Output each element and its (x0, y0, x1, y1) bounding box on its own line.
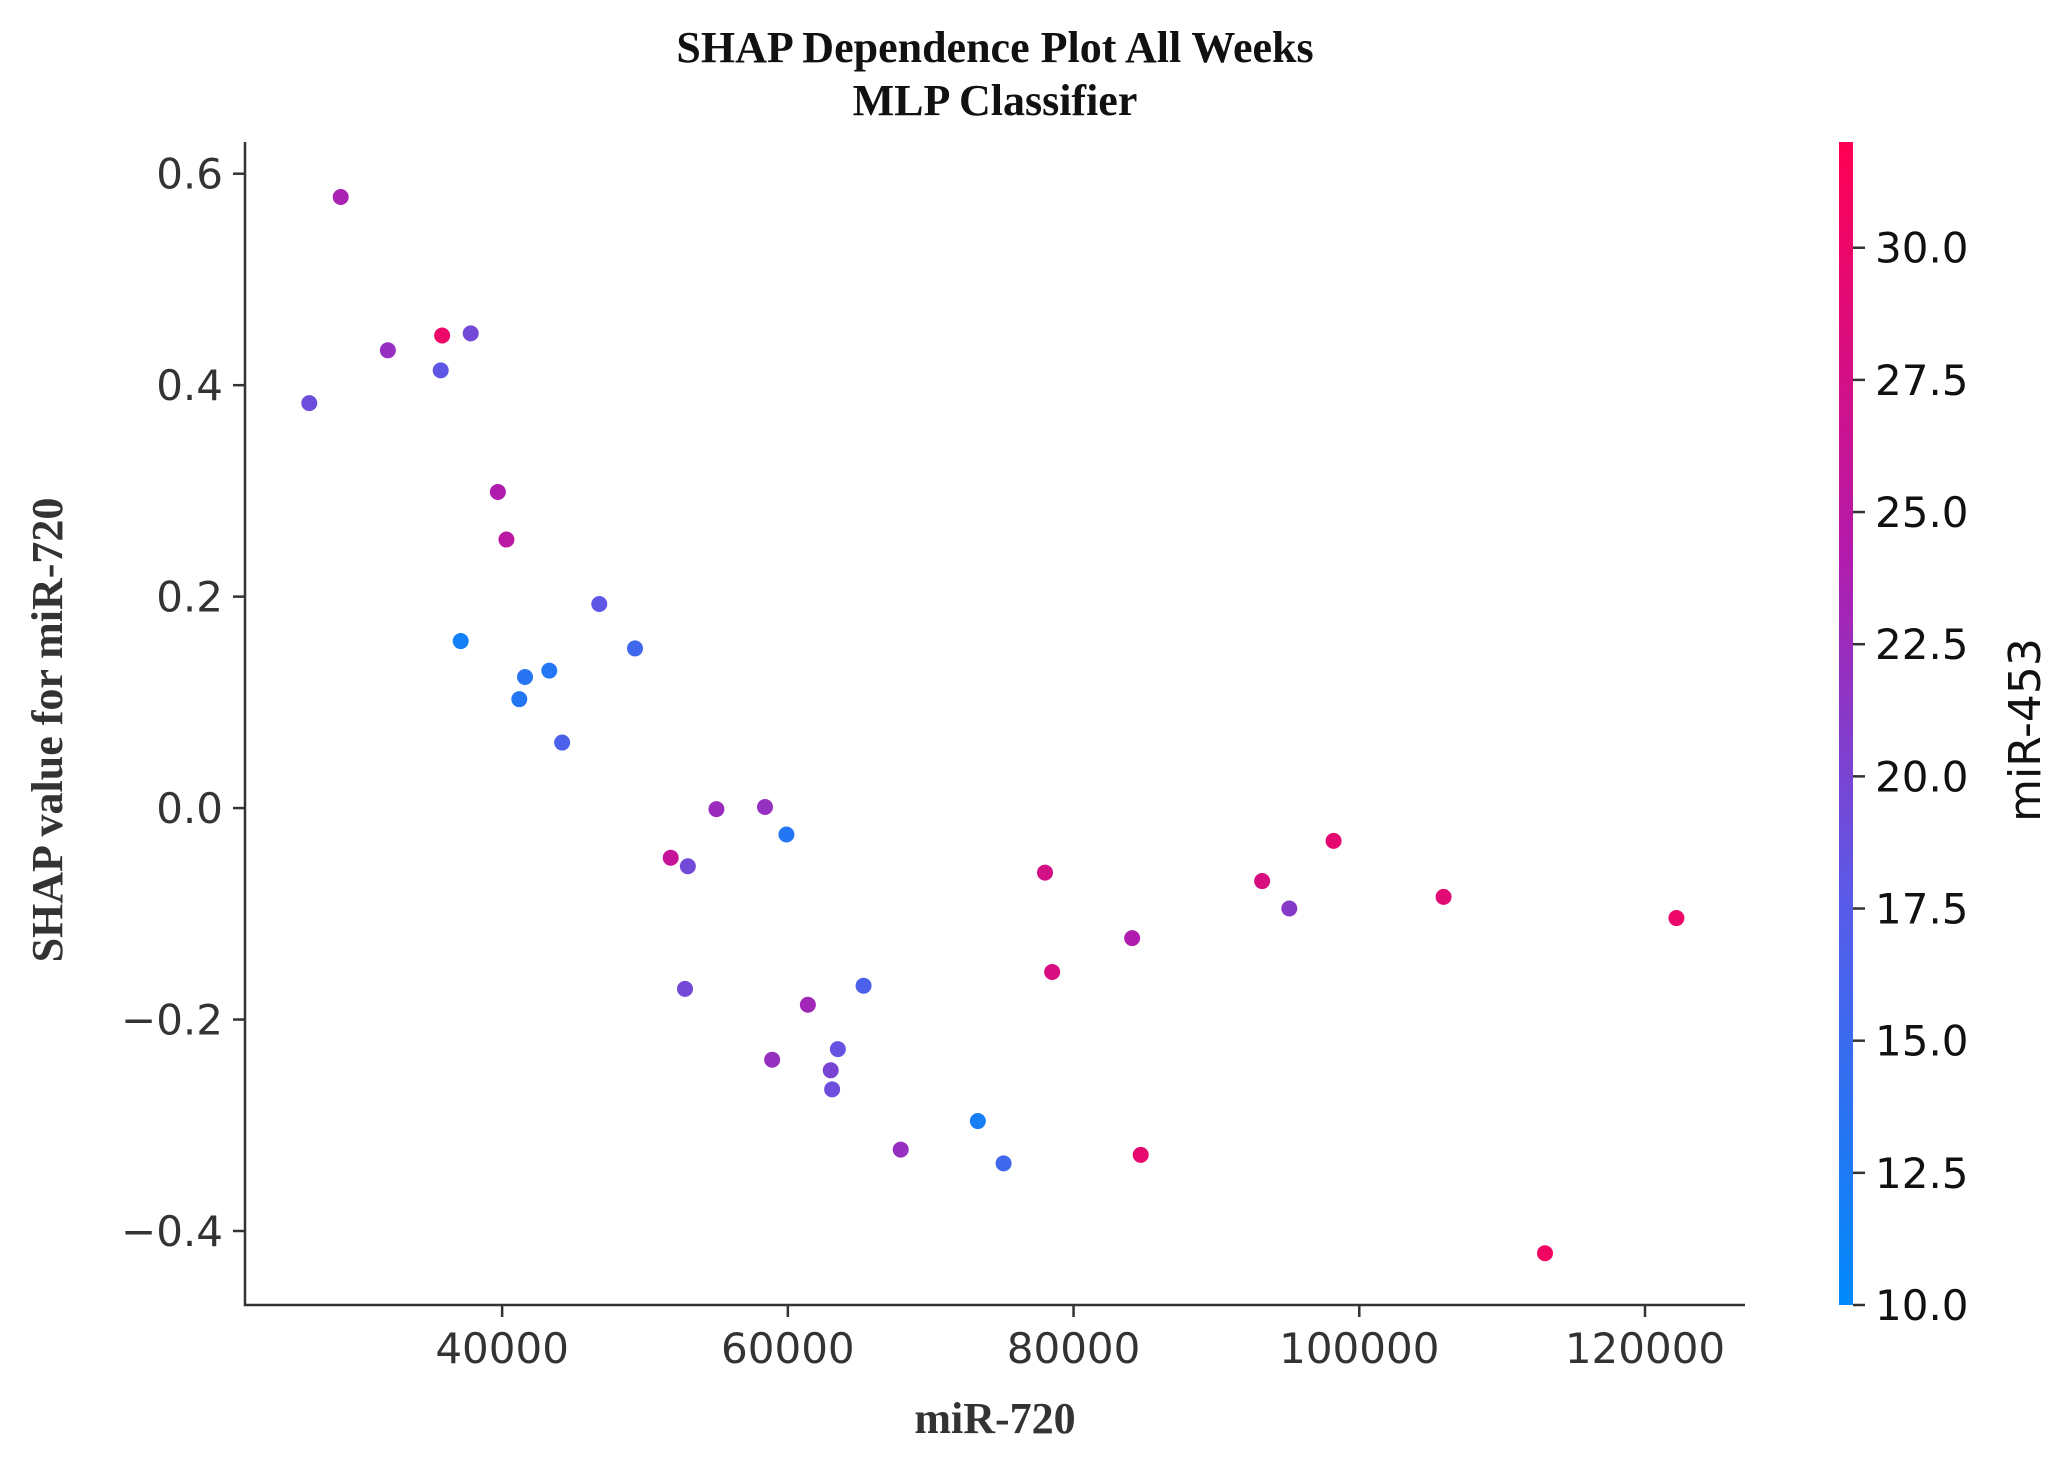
scatter-point (892, 1141, 909, 1158)
scatter-point (708, 801, 725, 818)
y-tick-label: 0.4 (156, 361, 223, 410)
scatter-point (1435, 888, 1452, 905)
scatter-point (591, 596, 608, 613)
scatter-point (799, 996, 816, 1013)
y-tick-label: 0.6 (156, 150, 223, 199)
scatter-point (332, 188, 349, 205)
scatter-point (432, 362, 449, 379)
scatter-point (677, 980, 693, 997)
colorbar-gradient (1839, 142, 1853, 1305)
scatter-point (855, 977, 872, 994)
scatter-point (969, 1113, 986, 1130)
colorbar-tick-label: 15.0 (1875, 1017, 1969, 1066)
colorbar-ticks: 10.0 12.5 15.0 17.5 20.0 22.5 25.0 27.5 30.0 (1853, 224, 1969, 1330)
scatter-point (1044, 963, 1061, 980)
colorbar-tick-label: 27.5 (1875, 356, 1969, 405)
scatter-point (1037, 864, 1053, 881)
plot-area: 0.6 0.4 0.2 0.0 −0.2 −0.4 40000 60000 80000 1000… (121, 142, 1745, 1373)
scatter-point (778, 826, 795, 843)
scatter-point (1325, 832, 1342, 849)
colorbar: 10.0 12.5 15.0 17.5 20.0 22.5 25.0 27.5 30.0 miR… (1839, 142, 2051, 1330)
scatter-point (662, 849, 679, 866)
scatter-point (379, 342, 396, 359)
scatter-point (757, 799, 773, 816)
scatter-point (824, 1081, 841, 1098)
scatter-point (764, 1051, 781, 1068)
colorbar-tick-label: 12.5 (1875, 1149, 1969, 1198)
x-tick-label: 120000 (1565, 1324, 1725, 1373)
x-tick-label: 60000 (721, 1324, 855, 1373)
y-tick-label: 0.0 (156, 784, 223, 833)
scatter-point (554, 734, 571, 751)
scatter-point (1132, 1146, 1149, 1163)
scatter-point (1281, 900, 1298, 917)
chart-title: SHAP Dependence Plot All Weeks (676, 23, 1313, 72)
x-axis-ticks: 40000 60000 80000 100000 120000 (435, 1305, 1725, 1373)
scatter-point (1254, 873, 1271, 890)
colorbar-tick-label: 10.0 (1875, 1281, 1969, 1330)
x-tick-label: 100000 (1279, 1324, 1439, 1373)
colorbar-tick-label: 20.0 (1875, 752, 1969, 801)
scatter-point (462, 325, 479, 342)
scatter-point (627, 640, 643, 657)
scatter-point (679, 858, 696, 875)
x-tick-label: 40000 (435, 1324, 569, 1373)
scatter-point (541, 662, 558, 679)
scatter-point (511, 691, 528, 708)
y-axis-title: SHAP value for miR-720 (23, 498, 72, 963)
scatter-point (1124, 930, 1141, 947)
y-tick-label: −0.4 (121, 1207, 223, 1256)
axis-spines (243, 142, 1745, 1307)
scatter-point (452, 633, 469, 650)
colorbar-tick-label: 22.5 (1875, 620, 1969, 669)
y-tick-label: 0.2 (156, 573, 223, 622)
scatter-points (301, 188, 1685, 1262)
colorbar-tick-label: 30.0 (1875, 224, 1969, 273)
scatter-point (517, 668, 533, 685)
scatter-point (1668, 910, 1685, 927)
scatter-point (995, 1155, 1012, 1172)
scatter-point (489, 483, 506, 500)
colorbar-tick-label: 17.5 (1875, 885, 1969, 934)
x-axis-title: miR-720 (914, 1394, 1075, 1443)
y-tick-label: −0.2 (121, 996, 223, 1045)
scatter-point (498, 531, 515, 548)
chart-subtitle: MLP Classifier (853, 76, 1138, 125)
colorbar-title: miR-453 (2000, 638, 2051, 822)
x-tick-label: 80000 (1007, 1324, 1141, 1373)
scatter-point (829, 1041, 846, 1058)
y-axis-ticks: 0.6 0.4 0.2 0.0 −0.2 −0.4 (121, 150, 245, 1256)
scatter-point (822, 1062, 839, 1079)
scatter-point (434, 327, 451, 344)
scatter-point (301, 395, 318, 412)
scatter-point (1537, 1245, 1553, 1262)
colorbar-tick-label: 25.0 (1875, 488, 1969, 537)
